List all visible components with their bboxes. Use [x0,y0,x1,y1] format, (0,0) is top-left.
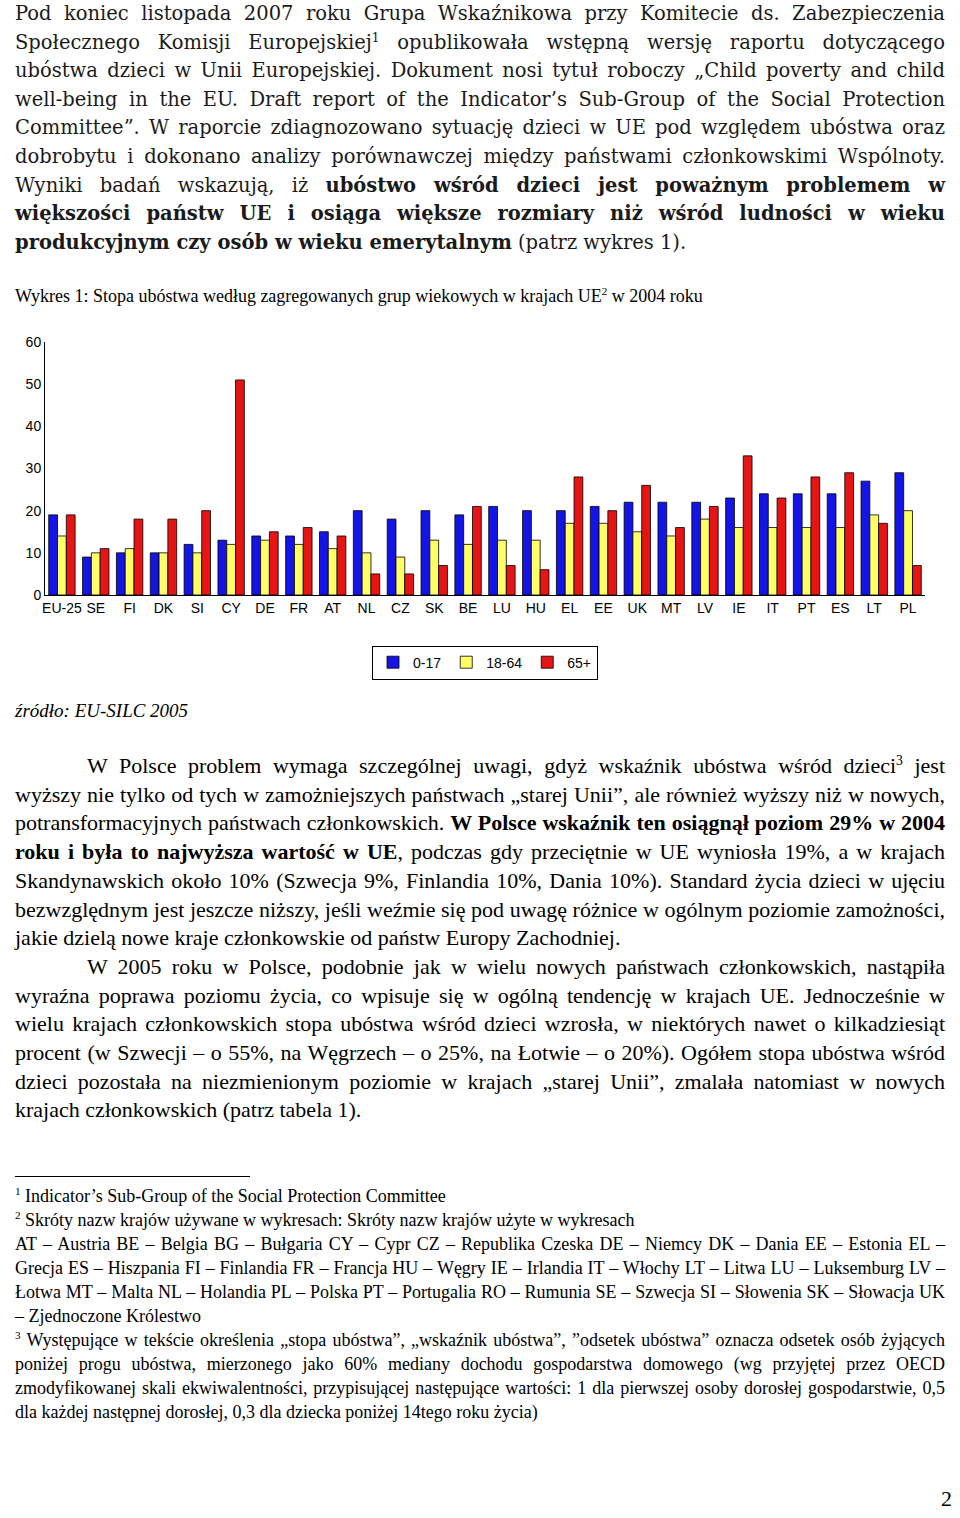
html-text:W Polsce problem wymaga szczeg: W Polsce problem wymaga szczególnej uwag… [15,752,945,951]
svg-text:MT: MT [661,600,682,616]
svg-text:EL: EL [561,600,578,616]
svg-text:0-17: 0-17 [413,655,441,671]
svg-text:PT: PT [798,600,816,616]
html-text:Pod koniec listopada 2007 roku: Pod koniec listopada 2007 roku Grupa Wsk… [15,2,945,254]
svg-text:LV: LV [697,600,714,616]
html-text:2 Skróty nazw krajów używane w: 2 Skróty nazw krajów używane w wykresach… [15,1209,635,1230]
svg-text:FI: FI [123,600,135,616]
svg-text:60: 60 [26,334,42,350]
svg-text:SK: SK [425,600,444,616]
svg-text:IE: IE [732,600,745,616]
html-text:2: 2 [941,1486,952,1511]
svg-text:BE: BE [459,600,478,616]
svg-text:HU: HU [526,600,546,616]
svg-text:30: 30 [26,460,42,476]
svg-text:18-64: 18-64 [486,655,522,671]
svg-text:0: 0 [33,587,41,603]
svg-text:10: 10 [26,545,42,561]
svg-text:CY: CY [221,600,241,616]
svg-text:20: 20 [26,503,42,519]
svg-text:CZ: CZ [391,600,410,616]
svg-text:IT: IT [766,600,779,616]
svg-text:DK: DK [154,600,174,616]
html-text:3 Występujące w tekście określ: 3 Występujące w tekście określenia „stop… [15,1329,945,1422]
svg-text:DE: DE [255,600,274,616]
svg-text:NL: NL [358,600,376,616]
svg-text:SE: SE [86,600,105,616]
svg-text:50: 50 [26,376,42,392]
html-text:AT – Austria BE – Belgia BG –: AT – Austria BE – Belgia BG – Bułgaria C… [15,1234,945,1326]
html-text:1 Indicator’s Sub-Group of the: 1 Indicator’s Sub-Group of the Social Pr… [15,1185,446,1206]
svg-text:LT: LT [867,600,883,616]
html-text:W 2005 roku w Polsce, podobnie: W 2005 roku w Polsce, podobnie jak w wie… [15,953,945,1123]
svg-text:ES: ES [831,600,850,616]
html-text:źródło: EU-SILC 2005: źródło: EU-SILC 2005 [15,700,189,721]
svg-text:EE: EE [594,600,613,616]
svg-text:SI: SI [191,600,204,616]
svg-text:EU-25: EU-25 [42,600,82,616]
svg-text:40: 40 [26,418,42,434]
svg-text:LU: LU [493,600,511,616]
svg-text:65+: 65+ [567,655,591,671]
svg-text:AT: AT [324,600,341,616]
html-text:Wykres 1: Stopa ubóstwa według: Wykres 1: Stopa ubóstwa według zagregowa… [15,285,703,306]
svg-text:FR: FR [290,600,309,616]
svg-text:PL: PL [900,600,917,616]
svg-text:UK: UK [628,600,648,616]
